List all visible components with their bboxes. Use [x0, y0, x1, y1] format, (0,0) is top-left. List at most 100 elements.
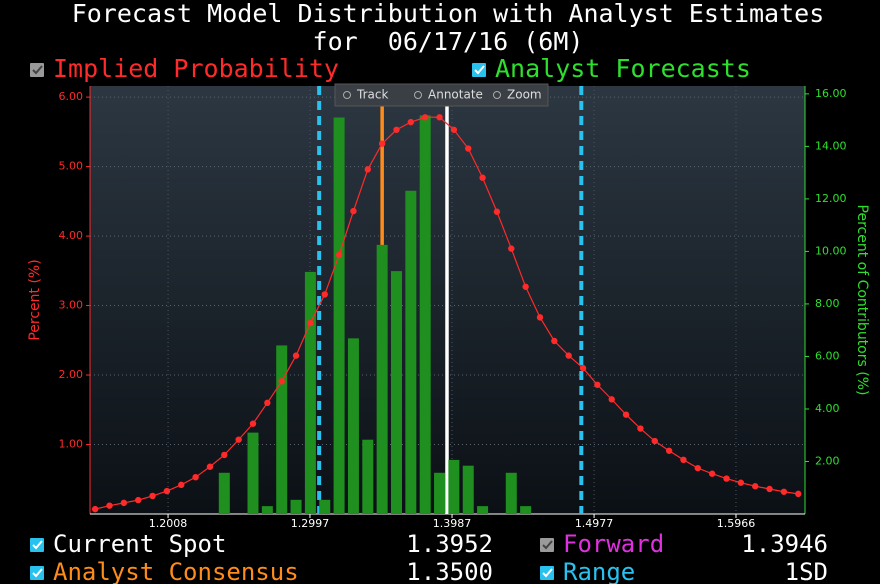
- bar: [276, 345, 288, 514]
- line-point: [579, 364, 587, 372]
- bar: [376, 244, 388, 515]
- line-point: [551, 337, 558, 345]
- line-point: [622, 411, 630, 418]
- line-point: [421, 114, 429, 121]
- y2-tick-label: 6.00: [815, 349, 840, 362]
- line-point: [378, 140, 386, 147]
- y2-tick-label: 14.00: [815, 139, 847, 152]
- bar: [448, 459, 460, 514]
- line-point: [221, 451, 228, 459]
- toolbar-button[interactable]: Annotate: [428, 88, 483, 102]
- line-point: [694, 464, 702, 472]
- footer-label: Current Spot: [53, 530, 226, 558]
- bar: [434, 472, 446, 514]
- check-mark: [474, 65, 485, 75]
- line-point: [723, 475, 730, 482]
- checkbox: [30, 538, 44, 552]
- line-point: [206, 463, 214, 470]
- line-point: [106, 502, 113, 509]
- line-point: [278, 378, 285, 385]
- bar: [390, 271, 402, 514]
- line-point: [450, 126, 458, 133]
- checkbox: [472, 63, 486, 77]
- line-point: [335, 251, 343, 259]
- line-point: [135, 496, 142, 504]
- y2-tick-label: 2.00: [815, 454, 840, 467]
- legend-label: Implied Probability: [53, 54, 339, 83]
- line-point: [436, 114, 443, 121]
- line-point: [665, 447, 673, 454]
- bar: [405, 190, 417, 514]
- toolbar-icon: [414, 91, 422, 99]
- y2-axis-label: Percent of Contributors (%): [854, 205, 870, 396]
- y-tick-label: 6.00: [59, 90, 84, 103]
- line-point: [479, 174, 486, 181]
- x-tick-label: 1.2008: [149, 517, 188, 530]
- line-point: [321, 291, 328, 298]
- y-tick-label: 4.00: [59, 229, 84, 242]
- bar: [261, 506, 273, 514]
- bar: [304, 271, 316, 514]
- y2-tick-label: 4.00: [815, 402, 840, 415]
- checkbox: [30, 63, 44, 77]
- checkbox: [540, 566, 554, 580]
- bar: [218, 472, 230, 514]
- line-point: [795, 490, 802, 498]
- chart-title: Forecast Model Distribution with Analyst…: [72, 0, 825, 28]
- bar: [477, 506, 489, 514]
- toolbar: [334, 83, 549, 107]
- footer-label: Forward: [563, 530, 664, 558]
- bar: [333, 117, 345, 514]
- line-point: [407, 118, 415, 126]
- footer-value: 1.3946: [741, 530, 828, 558]
- bar: [347, 338, 359, 514]
- x-tick-label: 1.2997: [291, 517, 330, 530]
- line-point: [752, 483, 759, 490]
- y-tick-label: 5.00: [59, 160, 84, 173]
- line-point: [235, 436, 242, 443]
- line-point: [594, 381, 601, 388]
- bar: [319, 499, 331, 514]
- bar: [505, 472, 517, 514]
- checkbox: [30, 566, 44, 580]
- toolbar-icon: [343, 91, 351, 99]
- checkbox: [540, 538, 554, 552]
- line-point: [780, 488, 788, 495]
- check-mark: [32, 540, 43, 550]
- y-tick-label: 1.00: [59, 438, 84, 451]
- line-point: [565, 352, 572, 359]
- y2-tick-label: 16.00: [815, 87, 847, 100]
- y2-tick-label: 8.00: [815, 297, 840, 310]
- line-point: [393, 126, 400, 133]
- y-tick-label: 2.00: [59, 368, 84, 381]
- line-point: [608, 396, 615, 403]
- footer-value: 1.3952: [406, 530, 493, 558]
- line-point: [163, 487, 171, 495]
- bar: [520, 506, 532, 514]
- line-point: [766, 485, 773, 493]
- footer-label: Analyst Consensus: [53, 558, 299, 584]
- line-point: [249, 420, 257, 427]
- line-point: [465, 145, 472, 152]
- footer-label: Range: [563, 558, 635, 584]
- line-point: [91, 505, 99, 513]
- check-mark: [32, 568, 43, 578]
- line-point: [651, 437, 658, 445]
- y-tick-label: 3.00: [59, 299, 84, 312]
- line-point: [708, 470, 716, 477]
- legend-label: Analyst Forecasts: [495, 54, 751, 83]
- x-tick-label: 1.3987: [433, 517, 472, 530]
- x-tick-label: 1.5966: [717, 517, 756, 530]
- line-point: [522, 283, 529, 290]
- bar: [247, 432, 259, 514]
- line-point: [178, 481, 185, 489]
- bar: [290, 499, 302, 514]
- toolbar-button[interactable]: Zoom: [507, 88, 542, 102]
- toolbar-button[interactable]: Track: [356, 88, 388, 102]
- line-point: [637, 425, 644, 432]
- line-point: [737, 479, 745, 486]
- check-mark: [542, 568, 553, 578]
- chart-subtitle: for 06/17/16 (6M): [313, 27, 584, 56]
- line-point: [350, 207, 357, 215]
